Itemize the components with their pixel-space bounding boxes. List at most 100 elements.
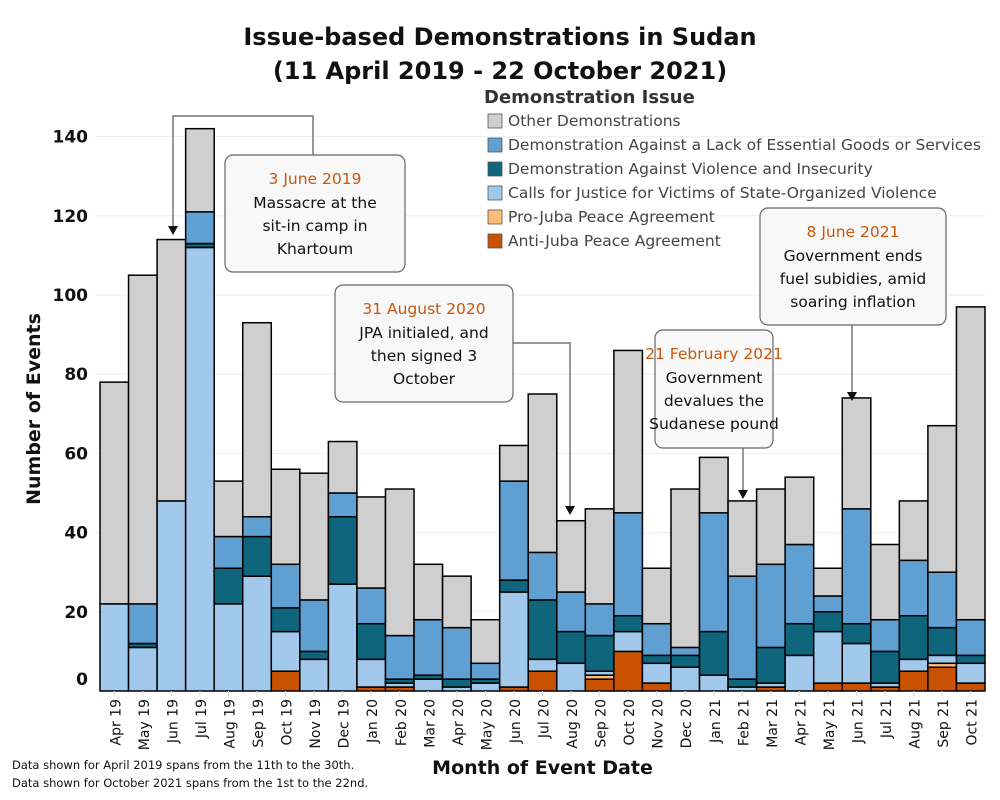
bar-segment bbox=[470, 618, 501, 665]
x-axis-title: Month of Event Date bbox=[432, 757, 653, 779]
x-tick-label: Aug 21 bbox=[908, 699, 924, 749]
footnote-2: Data shown for October 2021 spans from t… bbox=[12, 776, 369, 790]
x-tick-label: Sep 20 bbox=[594, 699, 610, 748]
bar-segment bbox=[299, 650, 330, 661]
bar-segment bbox=[270, 468, 301, 566]
y-tick-label: 120 bbox=[53, 207, 89, 227]
x-tick-label: Nov 20 bbox=[651, 699, 667, 749]
bar-segment bbox=[812, 567, 844, 597]
bar-segment bbox=[584, 508, 615, 605]
annotation-text: fuel subidies, amid bbox=[780, 270, 926, 288]
x-tick-label: Jul 20 bbox=[537, 699, 553, 739]
bar-segment bbox=[955, 662, 986, 684]
x-tick-label: Jun 21 bbox=[851, 699, 867, 744]
bar-segment bbox=[841, 642, 872, 684]
title-line-1: Issue-based Demonstrations in Sudan bbox=[243, 23, 757, 51]
legend-swatch bbox=[487, 185, 503, 201]
x-tick-label: Sep 21 bbox=[936, 699, 952, 748]
bar-segment bbox=[898, 559, 929, 617]
legend-label: Pro-Juba Peace Agreement bbox=[508, 208, 715, 226]
annotation-date: 31 August 2020 bbox=[362, 300, 485, 318]
bar-segment bbox=[556, 662, 587, 692]
bar-segment bbox=[299, 472, 330, 601]
bar-segment bbox=[898, 615, 929, 661]
bar-segment bbox=[613, 349, 644, 514]
bar-segment bbox=[470, 662, 501, 680]
bar-segment bbox=[955, 306, 986, 621]
x-tick-label: Oct 20 bbox=[622, 699, 638, 745]
bar-segment bbox=[184, 246, 215, 692]
arrow-head-icon bbox=[168, 226, 178, 235]
bar-segment bbox=[641, 622, 672, 657]
x-tick-label: Apr 21 bbox=[793, 699, 809, 745]
x-tick-label: Aug 20 bbox=[565, 699, 581, 749]
bar-segment bbox=[784, 476, 815, 546]
bar-segment bbox=[156, 500, 187, 692]
legend-swatch bbox=[487, 233, 503, 249]
legend-swatch bbox=[487, 113, 503, 129]
bar-segment bbox=[898, 658, 929, 672]
annotation-box bbox=[334, 284, 514, 403]
x-tick-label: Oct 21 bbox=[965, 699, 981, 745]
x-tick-label: Aug 19 bbox=[222, 699, 238, 749]
legend-label: Other Demonstrations bbox=[508, 112, 681, 130]
x-tick-label: Jun 20 bbox=[508, 699, 524, 744]
annotation-text: sit-in camp in bbox=[262, 217, 367, 235]
bar-segment bbox=[698, 512, 729, 633]
bar-segment bbox=[812, 682, 844, 692]
bar-segment bbox=[356, 496, 387, 589]
bar-segment bbox=[955, 654, 986, 665]
bar-segment bbox=[613, 650, 644, 692]
annotation-text: devalues the bbox=[664, 392, 764, 410]
annotation-text: Massacre at the bbox=[253, 194, 376, 212]
x-tick-label: Feb 20 bbox=[394, 699, 410, 746]
bar-segment bbox=[727, 575, 758, 680]
x-tick-label: Mar 21 bbox=[765, 699, 781, 748]
x-tick-label: Dec 20 bbox=[679, 699, 695, 748]
bar-segment bbox=[498, 444, 529, 482]
legend-label: Anti-Juba Peace Agreement bbox=[508, 232, 721, 250]
arrow-head-icon bbox=[738, 490, 748, 499]
arrow-head-icon bbox=[847, 392, 857, 401]
x-tick-label: Sep 19 bbox=[251, 699, 267, 748]
bar-segment bbox=[527, 551, 558, 601]
bar-segment bbox=[584, 634, 615, 672]
arrow-head-icon bbox=[565, 506, 575, 515]
x-tick-label: May 21 bbox=[822, 699, 838, 750]
y-tick-label: 80 bbox=[64, 365, 88, 385]
bar-segment bbox=[870, 618, 901, 653]
legend-swatch bbox=[487, 209, 503, 225]
annotation-text: Government ends bbox=[784, 247, 923, 265]
bar-segment bbox=[670, 646, 701, 657]
bar-segment bbox=[527, 658, 558, 672]
bar-segment bbox=[812, 630, 844, 684]
bar-segment bbox=[498, 579, 529, 593]
bar-segment bbox=[727, 678, 758, 688]
footnote-1: Data shown for April 2019 spans from the… bbox=[12, 758, 355, 772]
x-tick-label: May 19 bbox=[137, 699, 153, 750]
bar-segment bbox=[441, 575, 472, 629]
bar-segment bbox=[812, 611, 844, 633]
bar-segment bbox=[841, 508, 872, 625]
annotation-box bbox=[654, 329, 774, 449]
bar-segment bbox=[784, 543, 815, 625]
y-tick-label: 100 bbox=[53, 286, 89, 306]
x-tick-label: Mar 20 bbox=[422, 699, 438, 748]
bar-segment bbox=[898, 670, 929, 692]
y-tick-label: 60 bbox=[64, 444, 88, 464]
x-tick-label: Dec 19 bbox=[337, 699, 353, 748]
bar-segment bbox=[213, 603, 244, 692]
bar-segment bbox=[327, 492, 358, 518]
bar-segment bbox=[670, 654, 701, 668]
bar-segment bbox=[213, 567, 244, 605]
bar-segment bbox=[641, 662, 672, 684]
bar-segment bbox=[613, 630, 644, 653]
annotation-text: Government bbox=[666, 369, 763, 387]
bar-segment bbox=[184, 127, 215, 213]
bar-segment bbox=[127, 603, 158, 645]
annotation-date: 21 February 2021 bbox=[645, 345, 783, 363]
bar-segment bbox=[384, 488, 415, 637]
bar-segment bbox=[613, 615, 644, 633]
annotation-text: Khartoum bbox=[277, 240, 353, 258]
bar-segment bbox=[955, 618, 986, 657]
